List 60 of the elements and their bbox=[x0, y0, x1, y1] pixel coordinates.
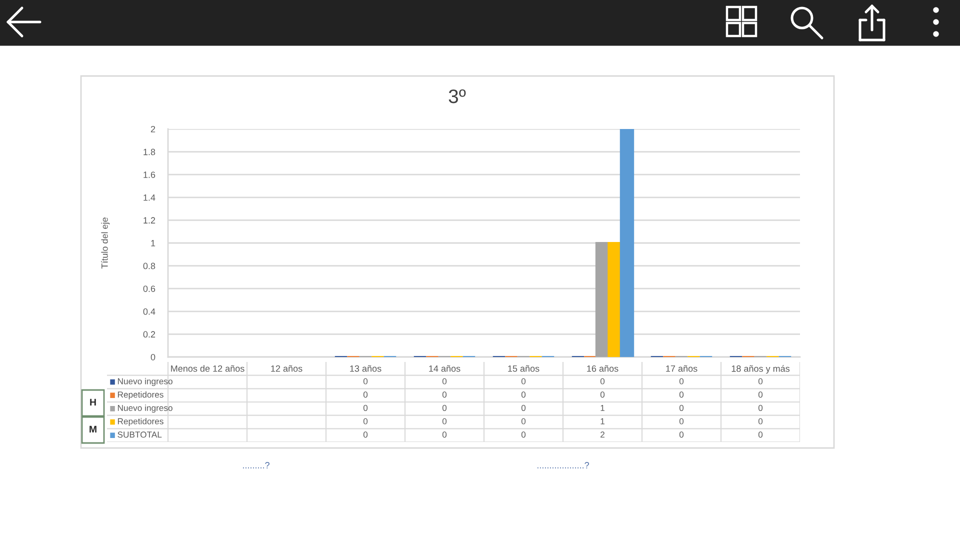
text: M bbox=[90, 426, 96, 433]
x-tick-label: 13 años bbox=[350, 365, 382, 372]
legend-label: SUBTOTAL bbox=[118, 432, 162, 438]
data-label: 0 bbox=[521, 418, 526, 424]
y-tick-label: 1.2 bbox=[144, 217, 156, 224]
data-label: 0 bbox=[679, 432, 684, 438]
data-label: 0 bbox=[363, 378, 368, 384]
y-axis-title: Título del eje bbox=[101, 218, 110, 269]
legend-label: Repetidores bbox=[118, 418, 164, 426]
data-label: 0 bbox=[758, 404, 763, 411]
legend-label: Nuevo ingreso bbox=[118, 404, 172, 413]
legend-label: Repetidores bbox=[118, 391, 164, 400]
legend-label: Nuevo ingreso bbox=[118, 378, 172, 386]
data-label: 0 bbox=[758, 378, 763, 384]
data-label: 0 bbox=[363, 432, 368, 438]
x-tick-label: 16 años bbox=[587, 365, 618, 372]
text: .........? bbox=[243, 462, 270, 468]
data-label: 0 bbox=[521, 392, 526, 398]
data-label: 0 bbox=[679, 418, 684, 424]
data-label: 0 bbox=[679, 404, 684, 411]
y-tick-label: 1.4 bbox=[144, 194, 156, 201]
y-tick-label: 2 bbox=[150, 126, 156, 132]
data-label: 0 bbox=[600, 392, 605, 398]
data-label: 0 bbox=[442, 392, 447, 398]
y-tick-label: 0.8 bbox=[143, 262, 156, 270]
x-tick-label: 15 años bbox=[508, 365, 540, 372]
data-label: 0 bbox=[363, 418, 368, 424]
x-tick-label: 18 años y más bbox=[732, 365, 790, 374]
x-tick-label: 17 años bbox=[666, 365, 698, 372]
data-label: 0 bbox=[363, 404, 368, 411]
data-label: 0 bbox=[758, 432, 763, 438]
data-label: 0 bbox=[521, 432, 526, 438]
y-tick-label: 0.6 bbox=[143, 286, 156, 292]
data-label: 1 bbox=[600, 418, 604, 424]
text: H bbox=[90, 398, 96, 406]
y-tick-label: 1 bbox=[151, 240, 156, 246]
data-label: 0 bbox=[442, 404, 447, 411]
data-label: 0 bbox=[442, 432, 447, 438]
y-tick-label: 1.8 bbox=[144, 148, 156, 156]
data-label: 0 bbox=[442, 378, 447, 384]
data-label: 0 bbox=[758, 392, 763, 398]
y-tick-label: 0.2 bbox=[143, 331, 156, 338]
y-tick-label: 0.4 bbox=[143, 308, 156, 315]
chart-title: 3º bbox=[448, 89, 466, 104]
x-tick-label: 14 años bbox=[429, 365, 460, 372]
data-label: 0 bbox=[679, 392, 684, 398]
data-label: 0 bbox=[758, 418, 763, 424]
data-label: 1 bbox=[600, 404, 604, 411]
y-tick-label: 1.6 bbox=[144, 172, 156, 178]
data-label: 0 bbox=[600, 378, 605, 384]
x-tick-label: 12 años bbox=[271, 365, 302, 372]
data-label: 2 bbox=[600, 432, 604, 438]
y-tick-label: 0 bbox=[150, 354, 156, 360]
text: ...................? bbox=[537, 462, 590, 468]
data-label: 0 bbox=[521, 404, 526, 411]
data-label: 0 bbox=[363, 392, 368, 398]
data-label: 0 bbox=[679, 378, 684, 384]
data-label: 0 bbox=[521, 378, 526, 384]
x-tick-label: Menos de 12 años bbox=[171, 365, 244, 372]
data-label: 0 bbox=[442, 418, 447, 424]
